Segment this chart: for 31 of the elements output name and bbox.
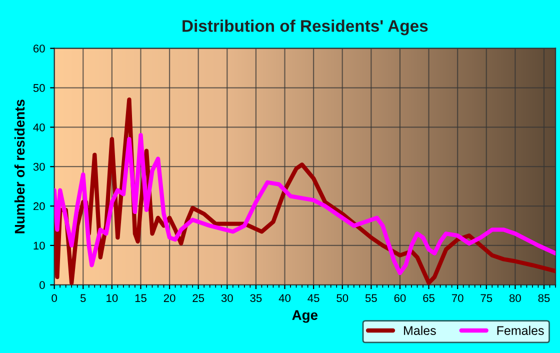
y-axis-title: Number of residents [14, 100, 25, 234]
x-tick-label: 60 [394, 294, 406, 302]
y-tick-label: 40 [33, 123, 45, 132]
x-axis-title: Age [292, 310, 318, 323]
y-tick-label: 60 [34, 44, 45, 52]
x-tick-label: 20 [164, 294, 176, 302]
line-series [54, 132, 556, 276]
x-tick-label: 40 [278, 294, 290, 302]
x-tick-label: 0 [52, 294, 57, 302]
x-tick-label: 5 [80, 294, 86, 302]
x-tick-label: 10 [106, 294, 118, 302]
x-tick-label: 45 [308, 294, 320, 302]
x-tick-label: 85 [538, 294, 550, 302]
y-tick-label: 50 [33, 84, 45, 92]
y-tick-label: 30 [33, 162, 45, 171]
legend-label: Males [404, 326, 436, 336]
x-tick-label: 25 [192, 294, 204, 302]
x-tick-label: 55 [365, 294, 377, 302]
x-tick-label: 15 [135, 294, 146, 302]
x-tick-label: 75 [480, 294, 492, 302]
y-tick-label: 10 [34, 242, 45, 250]
x-tick-label: 80 [509, 294, 521, 302]
legend-label: Females [497, 326, 544, 336]
x-tick-label: 65 [423, 294, 434, 302]
x-tick-label: 30 [221, 294, 233, 302]
x-tick-label: 70 [452, 294, 464, 302]
x-tick-label: 35 [250, 294, 262, 302]
y-tick-label: 20 [33, 202, 45, 210]
x-tick-label: 50 [336, 294, 348, 302]
y-tick-label: 0 [40, 281, 45, 290]
chart-title: Distribution of Residents' Ages [182, 20, 428, 36]
